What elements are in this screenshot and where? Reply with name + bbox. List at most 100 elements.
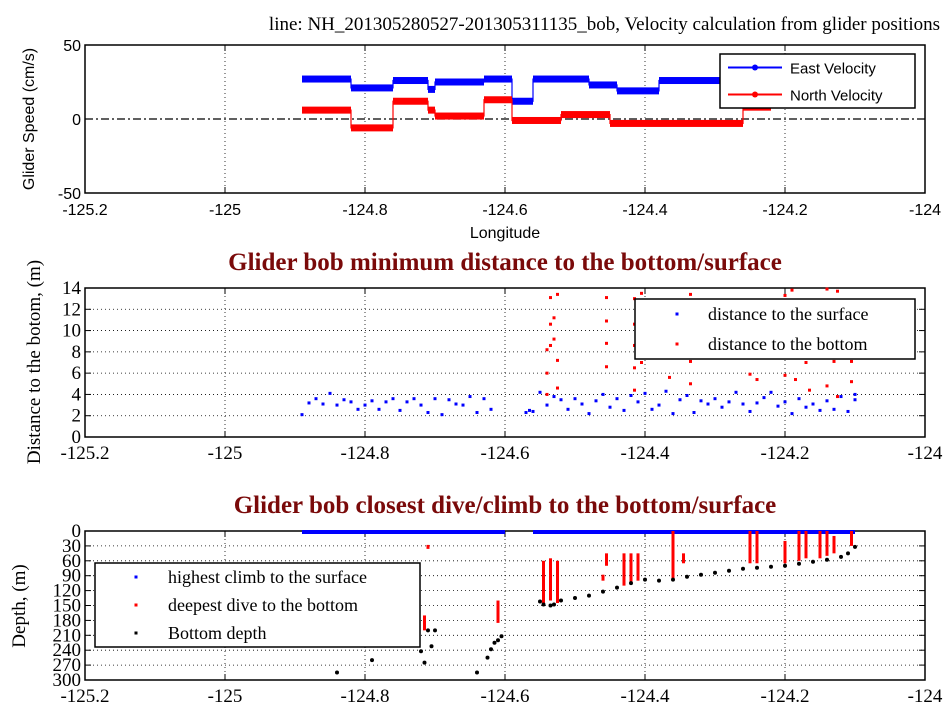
bottom-depth-point xyxy=(615,585,619,590)
bottom-depth-point xyxy=(496,638,500,643)
bottom-depth-point xyxy=(573,596,577,601)
data-point xyxy=(783,293,787,297)
x-tick-label: -124 xyxy=(908,443,943,464)
data-point xyxy=(545,392,549,396)
data-point xyxy=(552,316,556,320)
dive-points xyxy=(496,600,500,623)
x-tick-label: -124.6 xyxy=(482,202,527,219)
panel1-ylabel: Glider Speed (cm/s) xyxy=(21,48,38,190)
bottom-depth-point xyxy=(601,589,605,594)
data-point xyxy=(549,322,552,326)
bottom-depth-point xyxy=(853,544,857,549)
data-point xyxy=(601,392,605,396)
x-tick-label: -125.2 xyxy=(62,202,107,219)
velocity-markers xyxy=(393,97,428,105)
velocity-markers xyxy=(659,77,743,85)
data-point xyxy=(556,358,559,362)
data-point xyxy=(342,398,346,402)
data-point xyxy=(307,401,311,405)
depth-plot: -125.2 -125 -124.8 -124.6 -124.4 -124.2 -12403… xyxy=(53,521,943,707)
data-point xyxy=(804,405,808,409)
bottom-depth-point xyxy=(370,658,374,663)
dive-points xyxy=(850,531,853,546)
dive-points xyxy=(797,531,801,561)
velocity-markers xyxy=(561,111,610,119)
y-tick-label: 90 xyxy=(62,566,81,587)
data-point xyxy=(580,402,584,406)
bottom-depth-point xyxy=(713,570,717,575)
data-point xyxy=(850,359,853,363)
velocity-markers xyxy=(589,81,617,89)
data-point xyxy=(528,408,531,412)
bottom-depth-point xyxy=(548,603,553,608)
bottom-depth-point xyxy=(811,559,815,564)
data-point xyxy=(545,403,549,407)
data-point xyxy=(556,386,559,390)
data-point xyxy=(549,343,552,347)
dive-points xyxy=(426,544,430,549)
data-point xyxy=(689,292,692,296)
bottom-depth-point xyxy=(419,649,423,654)
x-tick-label: -124.2 xyxy=(760,443,809,464)
velocity-markers xyxy=(484,96,512,104)
data-point xyxy=(762,396,766,400)
dive-points xyxy=(629,553,633,584)
data-point xyxy=(314,397,318,401)
data-point xyxy=(398,408,402,412)
bottom-depth-point xyxy=(475,670,479,675)
data-point xyxy=(552,337,556,341)
data-point xyxy=(836,395,839,399)
velocity-markers xyxy=(302,106,351,114)
x-tick-label: -124 xyxy=(909,202,941,219)
data-point xyxy=(608,405,612,409)
velocity-markers xyxy=(435,78,484,86)
data-point xyxy=(552,395,556,399)
velocity-markers xyxy=(617,87,659,95)
data-point xyxy=(713,397,717,401)
legend-marker xyxy=(134,575,138,579)
bottom-depth-point xyxy=(783,563,787,568)
x-tick-label: -124.2 xyxy=(762,202,807,219)
velocity-markers xyxy=(533,75,589,83)
data-point xyxy=(783,400,787,404)
data-point xyxy=(538,390,542,394)
data-point xyxy=(440,413,444,417)
data-point xyxy=(776,404,780,408)
y-tick-label: 14 xyxy=(62,278,82,299)
x-tick-label: -124.6 xyxy=(480,443,529,464)
panel2-title: Glider bob minimum distance to the botto… xyxy=(228,249,782,276)
y-tick-label: 30 xyxy=(62,536,81,557)
data-point xyxy=(797,397,801,401)
bottom-depth-point xyxy=(657,578,661,583)
velocity-markers xyxy=(428,106,435,114)
data-point xyxy=(412,397,416,401)
x-tick-label: -124.4 xyxy=(620,686,670,707)
data-point xyxy=(699,399,703,403)
data-point xyxy=(825,384,829,388)
data-point xyxy=(790,412,794,416)
x-tick-label: -124.8 xyxy=(342,202,387,219)
data-point xyxy=(668,375,671,379)
legend-label: distance to the surface xyxy=(708,304,868,324)
data-point xyxy=(755,401,759,405)
legend-label: North Velocity xyxy=(790,88,883,105)
bottom-depth-point xyxy=(671,577,675,582)
bottom-depth-point xyxy=(727,568,731,573)
data-point xyxy=(748,409,752,413)
panel1-title: line: NH_201305280527-201305311135_bob, … xyxy=(269,14,940,35)
y-tick-label: 4 xyxy=(72,384,82,405)
legend-box xyxy=(634,298,916,360)
data-point xyxy=(335,403,339,407)
data-point xyxy=(454,402,458,406)
legend-marker xyxy=(752,91,758,98)
bottom-depth-point xyxy=(755,565,759,570)
legend-marker xyxy=(675,312,679,316)
data-point xyxy=(433,397,437,401)
data-point xyxy=(853,392,857,396)
panel3-ylabel: Depth, (m) xyxy=(9,564,30,647)
x-tick-label: -124 xyxy=(908,686,943,707)
data-point xyxy=(640,291,643,295)
y-tick-label: -50 xyxy=(58,186,81,203)
data-point xyxy=(545,348,549,352)
x-tick-label: -125.2 xyxy=(60,686,109,707)
